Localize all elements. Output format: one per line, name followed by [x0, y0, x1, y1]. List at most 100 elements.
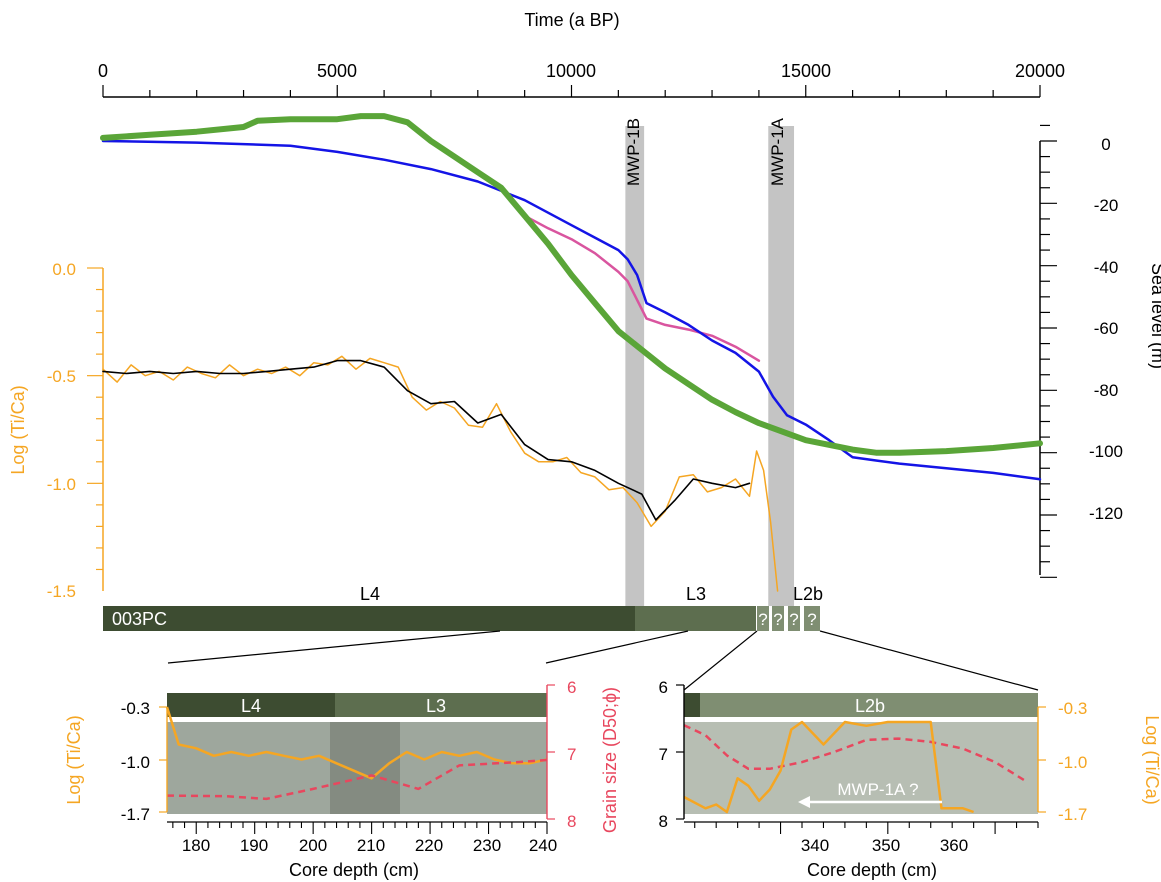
- inset-right-annotation: MWP-1A ?: [798, 780, 942, 808]
- inset-left-left-axis: -0.3 -1.0 -1.7 Log (Ti/Ca): [64, 699, 150, 824]
- magenta-series-line: [523, 214, 761, 362]
- blue-series-line: [101, 139, 1042, 481]
- inset-right-x-tick-label: 350: [872, 836, 900, 855]
- core-name: 003PC: [112, 609, 167, 629]
- orange-series-line: [102, 355, 779, 592]
- core-qmark: ?: [773, 610, 782, 629]
- time-axis-title: Time (a BP): [524, 10, 619, 30]
- mwp-1b-label: MWP-1B: [624, 118, 643, 186]
- core-qmark-box: [757, 606, 769, 631]
- inset-right-x-axis-title: Core depth (cm): [807, 860, 937, 880]
- mwp-bands: [625, 126, 795, 606]
- inset-left-unit-label-L3: L3: [426, 696, 446, 716]
- core-qmark: ?: [789, 610, 798, 629]
- core-bar: 003PC ? ? ? ? L4 L3 L2b: [103, 584, 823, 631]
- inset-right-orange-line: [683, 720, 975, 814]
- inset-right-core-photo: [684, 722, 1038, 814]
- inset-left-x-tick-label: 210: [357, 836, 385, 855]
- sea-level-axis: 0 -20 -40 -60 -80 -100 -120 Sea level (m…: [1039, 124, 1161, 578]
- log-ti-ca-tick-label: -1.5: [47, 582, 76, 601]
- time-tick-label: 20000: [1015, 61, 1065, 81]
- inset-left-x-tick-label: 190: [240, 836, 268, 855]
- core-unit-label-L4: L4: [360, 584, 380, 604]
- inset-left-x-axis-title: Core depth (cm): [289, 860, 419, 880]
- inset-left-x-axis: 180 190 200 210 220 230 240 Core depth (…: [182, 836, 557, 880]
- time-tick-label: 5000: [317, 61, 357, 81]
- inset-right-red-line: [683, 724, 1028, 784]
- inset-left-unit-L4: [167, 693, 335, 717]
- inset-left-orange-line: [165, 706, 548, 780]
- inset-connectors: [167, 630, 1039, 691]
- inset-left-tick-label: -0.3: [121, 699, 150, 718]
- mwp-1a-band: [768, 126, 795, 606]
- time-tick-label: 10000: [546, 61, 596, 81]
- inset-right-tick-label: -1.7: [1058, 805, 1087, 824]
- inset-left-tick-label: -1.7: [121, 805, 150, 824]
- inset-left-gs-tick-label: 7: [567, 745, 576, 764]
- inset-right-gs-tick-label: 6: [659, 678, 668, 697]
- sea-level-tick-label: -80: [1094, 381, 1119, 400]
- core-unit-label-L2b: L2b: [793, 584, 823, 604]
- inset-left-gs-axis-title: Grain size (D50;ϕ): [600, 687, 620, 833]
- inset-left-x-tick-label: 220: [415, 836, 443, 855]
- log-ti-ca-tick-label: -0.5: [47, 367, 76, 386]
- main-series: [100, 113, 1043, 592]
- core-unit-L4: [103, 606, 635, 631]
- inset-left-unit-label-L4: L4: [241, 696, 261, 716]
- inset-left-tick-label: -1.0: [121, 753, 150, 772]
- log-ti-ca-axis: 0.0 -0.5 -1.0 -1.5 Log (Ti/Ca): [8, 260, 104, 601]
- log-ti-ca-axis-title: Log (Ti/Ca): [8, 385, 28, 474]
- core-qmark-box: [804, 606, 820, 631]
- inset-right-unit-dark: [684, 693, 700, 717]
- core-qmark-box: [788, 606, 800, 631]
- time-axis: 0 5000 10000 15000 20000: [98, 61, 1065, 98]
- core-unit-label-L3: L3: [686, 584, 706, 604]
- mwp-1b-band: [625, 126, 645, 606]
- inset-left: L4 L3 -0.3 -1.0 -1.7 Log (Ti/Ca) 6 7 8 G…: [64, 678, 620, 880]
- sea-level-axis-title: Sea level (m): [1148, 263, 1161, 369]
- inset-left-x-tick-label: 230: [473, 836, 501, 855]
- inset-right-right-axis: -0.3 -1.0 -1.7 Log (Ti/Ca): [1058, 699, 1161, 824]
- sea-level-tick-label: -100: [1089, 442, 1123, 461]
- core-unit-L3: [635, 606, 756, 631]
- core-qmark: ?: [807, 610, 816, 629]
- inset-right-gs-tick-label: 7: [659, 745, 668, 764]
- inset-right-annotation-label: MWP-1A ?: [837, 780, 918, 799]
- main-panel: Time (a BP) 0 5000 10000 15000 20000 MWP…: [8, 10, 1161, 691]
- log-ti-ca-tick-label: 0.0: [52, 260, 76, 279]
- mwp-1a-label: MWP-1A: [768, 117, 787, 186]
- sea-level-tick-label: -20: [1094, 196, 1119, 215]
- inset-right-x-tick-label: 360: [940, 836, 968, 855]
- inset-right-unit-label-L2b: L2b: [855, 696, 885, 716]
- log-ti-ca-tick-label: -1.0: [47, 475, 76, 494]
- inset-right-x-tick-label: 340: [801, 836, 829, 855]
- inset-right-tick-label: -1.0: [1058, 753, 1087, 772]
- inset-right-x-axis: 340 350 360 Core depth (cm): [801, 836, 968, 880]
- inset-left-right-axis: 6 7 8 Grain size (D50;ϕ): [567, 678, 620, 833]
- inset-left-x-tick-label: 200: [299, 836, 327, 855]
- inset-left-gs-tick-label: 8: [567, 812, 576, 831]
- inset-right-tick-label: -0.3: [1058, 699, 1087, 718]
- inset-left-gs-tick-label: 6: [567, 678, 576, 697]
- core-qmark-box: [772, 606, 784, 631]
- inset-left-x-tick-label: 240: [529, 836, 557, 855]
- core-qmark: ?: [758, 610, 767, 629]
- inset-right-axis-title: Log (Ti/Ca): [1142, 715, 1161, 804]
- inset-left-core-dark-zone: [330, 722, 400, 814]
- sea-level-tick-label: -60: [1094, 319, 1119, 338]
- inset-right: L2b MWP-1A ? 6 7 8 -0.3 -1.0 -1.7 Log (T…: [659, 678, 1161, 880]
- green-series-line: [100, 113, 1043, 456]
- inset-left-red-line: [166, 758, 548, 801]
- sea-level-tick-label: -120: [1089, 504, 1123, 523]
- time-tick-label: 15000: [781, 61, 831, 81]
- inset-right-unit-L2b: [700, 693, 1038, 717]
- time-tick-label: 0: [98, 61, 108, 81]
- inset-right-left-axis: 6 7 8: [659, 678, 668, 831]
- black-series-line: [102, 359, 751, 521]
- inset-left-unit-L3: [335, 693, 547, 717]
- inset-left-axis-title: Log (Ti/Ca): [64, 715, 84, 804]
- sea-level-tick-label: -40: [1094, 258, 1119, 277]
- sea-level-tick-label: 0: [1101, 135, 1110, 154]
- inset-left-x-tick-label: 180: [182, 836, 210, 855]
